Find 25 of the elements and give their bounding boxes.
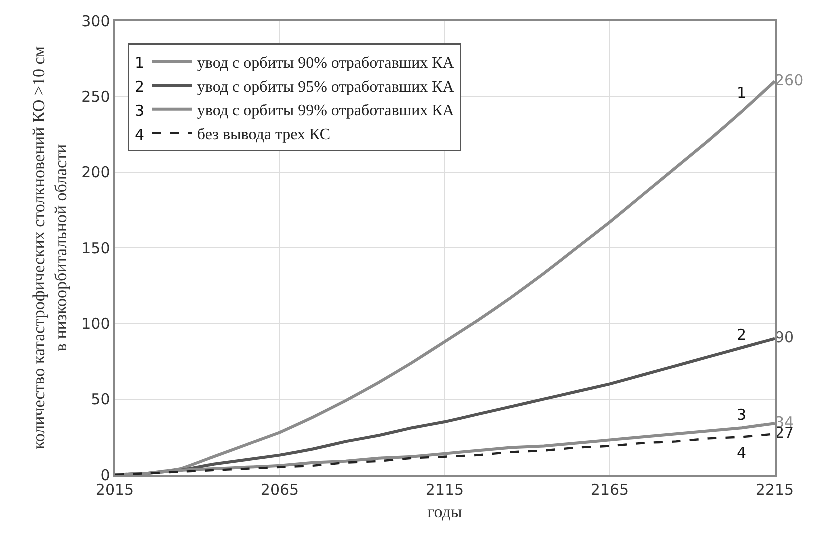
annotation: 3: [737, 406, 747, 424]
y-tick-label: 200: [82, 164, 110, 182]
legend-label: без вывода трех КС: [197, 126, 331, 144]
x-tick-label: 2215: [756, 480, 794, 499]
x-axis-title: годы: [428, 502, 463, 522]
x-tick-label: 2115: [426, 480, 464, 499]
legend-label: увод с орбиты 95% отработавших КА: [197, 78, 455, 96]
annotation: 2: [135, 78, 145, 96]
y-tick-label: 150: [82, 239, 110, 258]
y-tick-label: 250: [82, 88, 110, 106]
annotation: 4: [737, 444, 747, 462]
legend-label: увод с орбиты 90% отработавших КА: [197, 55, 455, 72]
y-tick-label: 50: [91, 390, 110, 409]
annotation: 3: [135, 102, 145, 120]
x-tick-label: 2165: [590, 480, 630, 499]
data-label: 260: [775, 71, 804, 90]
y-axis-title: количество катастрофических столкновений КО >10 см в низкоорбитальной области: [30, 46, 71, 450]
annotation: 1: [737, 84, 747, 102]
y-tick-label: 100: [82, 314, 110, 333]
x-tick-label: 2065: [260, 480, 300, 499]
annotation: 4: [135, 126, 145, 144]
annotation: 2: [737, 326, 747, 344]
y-tick-label: 300: [82, 12, 110, 30]
legend-label: увод с орбиты 99% отработавших КА: [197, 102, 455, 120]
annotation: 1: [135, 54, 145, 72]
